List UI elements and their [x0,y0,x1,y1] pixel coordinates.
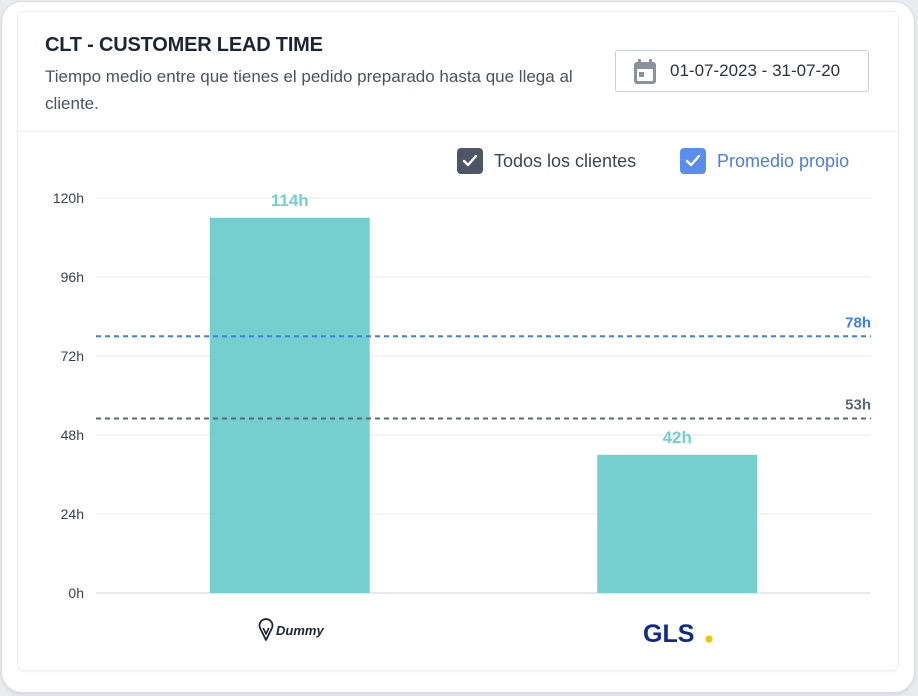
legend-toggle-all-clients[interactable]: Todos los clientes [457,148,653,174]
legend-toggle-own-average[interactable]: Promedio propio [680,148,876,174]
y-tick-label: 120h [53,190,84,206]
y-tick-label: 96h [61,269,84,285]
pin-icon [258,618,274,641]
header-divider [18,131,898,132]
clt-card: CLT - CUSTOMER LEAD TIME Tiempo medio en… [18,12,898,670]
y-tick-label: 48h [61,427,84,443]
carrier-name-gls: GLS [643,620,694,648]
checkbox-checked-icon [457,148,483,174]
checkbox-checked-icon [680,148,706,174]
card-subtitle: Tiempo medio entre que tienes el pedido … [45,67,573,113]
y-tick-label: 24h [61,506,84,522]
gls-dot [705,635,713,643]
bar-value-label: 114h [271,191,309,210]
bar-gls [597,454,758,593]
bar-dummy [209,217,370,593]
carrier-name-dummy: Dummy [276,623,324,638]
bar-value-label: 42h [663,428,692,447]
reference-line-label: 78h [845,314,871,331]
legend-label-all-clients: Todos los clientes [494,151,637,171]
carrier-logo-gls: GLS [643,618,723,653]
carrier-logo-dummy: Dummy [258,618,328,649]
calendar-icon [634,59,656,84]
card-title: CLT - CUSTOMER LEAD TIME [45,34,323,56]
y-tick-label: 0h [68,585,84,601]
date-range-value: 01-07-2023 - 31-07-20 [670,61,841,80]
y-tick-label: 72h [61,348,84,364]
date-range-picker[interactable]: 01-07-2023 - 31-07-20 [615,50,869,92]
bar-chart: 0h 24h 48h 72h 96h 120h 114h 42h 78h 53h [53,190,871,601]
legend-label-own-average: Promedio propio [717,151,850,171]
reference-line-label: 53h [845,397,871,414]
